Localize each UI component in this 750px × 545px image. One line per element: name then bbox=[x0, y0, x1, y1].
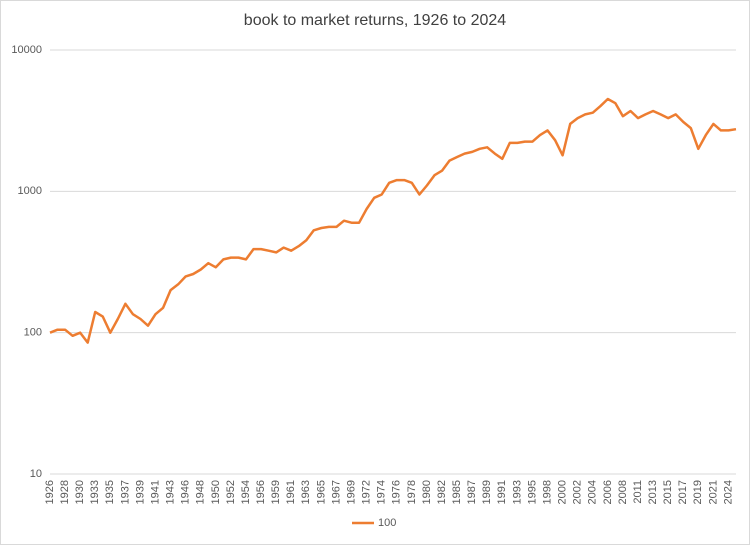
x-tick-label: 1948 bbox=[195, 480, 207, 504]
y-tick-label: 10 bbox=[30, 468, 42, 480]
x-tick-label: 2015 bbox=[662, 480, 674, 504]
x-tick-label: 1982 bbox=[436, 480, 448, 504]
x-tick-label: 2019 bbox=[692, 480, 704, 504]
x-tick-label: 1974 bbox=[376, 480, 388, 504]
x-tick-label: 2011 bbox=[632, 480, 644, 504]
x-tick-label: 1933 bbox=[89, 480, 101, 504]
x-tick-label: 1946 bbox=[180, 480, 192, 504]
x-tick-label: 1989 bbox=[481, 480, 493, 504]
x-tick-label: 1941 bbox=[149, 480, 161, 504]
x-tick-label: 1950 bbox=[210, 480, 222, 504]
x-tick-label: 1985 bbox=[451, 480, 463, 504]
x-tick-label: 1963 bbox=[300, 480, 312, 504]
x-tick-label: 1987 bbox=[466, 480, 478, 504]
x-tick-label: 1930 bbox=[74, 480, 86, 504]
x-tick-label: 1980 bbox=[421, 480, 433, 504]
legend-label: 100 bbox=[378, 517, 396, 529]
x-tick-label: 1967 bbox=[330, 480, 342, 504]
x-tick-label: 1959 bbox=[270, 480, 282, 504]
x-tick-label: 2008 bbox=[617, 480, 629, 504]
y-tick-label: 1000 bbox=[18, 185, 42, 197]
x-tick-label: 1995 bbox=[526, 480, 538, 504]
data-line bbox=[49, 97, 737, 344]
x-tick-label: 1954 bbox=[240, 480, 252, 504]
x-tick-label: 1952 bbox=[225, 480, 237, 504]
y-tick-label: 10000 bbox=[11, 44, 42, 56]
x-tick-label: 1935 bbox=[104, 480, 116, 504]
x-tick-label: 1969 bbox=[345, 480, 357, 504]
x-tick-label: 2024 bbox=[722, 480, 734, 504]
x-tick-label: 2021 bbox=[707, 480, 719, 504]
x-tick-label: 1926 bbox=[44, 480, 56, 504]
x-tick-label: 1937 bbox=[119, 480, 131, 504]
x-tick-label: 2004 bbox=[587, 480, 599, 504]
x-tick-label: 1956 bbox=[255, 480, 267, 504]
chart-title: book to market returns, 1926 to 2024 bbox=[244, 12, 506, 29]
x-tick-label: 1965 bbox=[315, 480, 327, 504]
x-tick-label: 1991 bbox=[496, 480, 508, 504]
x-tick-label: 2013 bbox=[647, 480, 659, 504]
x-tick-label: 2017 bbox=[677, 480, 689, 504]
x-tick-label: 1993 bbox=[511, 480, 523, 504]
x-tick-label: 1978 bbox=[406, 480, 418, 504]
y-tick-label: 100 bbox=[24, 327, 42, 339]
x-tick-label: 1998 bbox=[541, 480, 553, 504]
x-tick-label: 1976 bbox=[391, 480, 403, 504]
x-tick-label: 1943 bbox=[165, 480, 177, 504]
x-tick-label: 1961 bbox=[285, 480, 297, 504]
x-tick-label: 2002 bbox=[572, 480, 584, 504]
x-tick-label: 1928 bbox=[59, 480, 71, 504]
x-tick-label: 2000 bbox=[557, 480, 569, 504]
x-tick-label: 1939 bbox=[134, 480, 146, 504]
x-tick-label: 1972 bbox=[361, 480, 373, 504]
x-tick-label: 2006 bbox=[602, 480, 614, 504]
